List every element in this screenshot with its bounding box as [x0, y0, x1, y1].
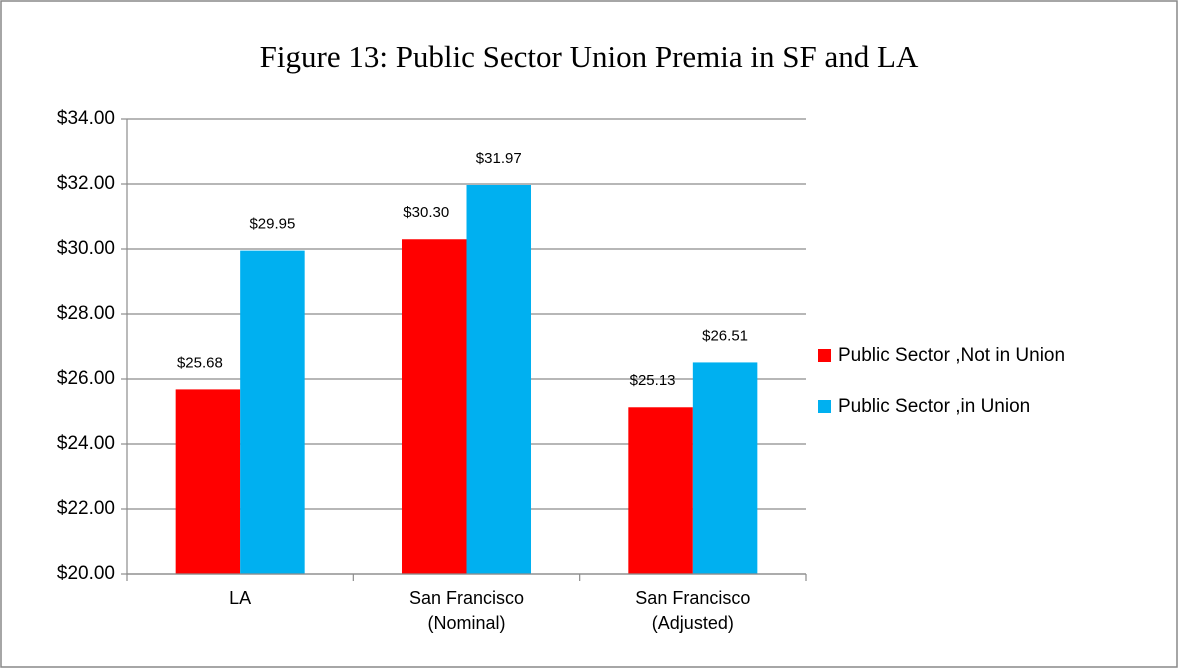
- legend-label: Public Sector ,in Union: [838, 396, 1030, 417]
- chart-title: Figure 13: Public Sector Union Premia in…: [260, 39, 919, 74]
- x-tick-label: San Francisco (Nominal): [408, 588, 525, 633]
- data-label: $31.97: [476, 150, 522, 167]
- legend-swatch: [818, 349, 831, 362]
- bar: [628, 407, 693, 574]
- y-tick-label: $20.00: [57, 563, 115, 584]
- data-label: $25.68: [177, 354, 223, 371]
- bar: [466, 184, 532, 574]
- data-label: $26.51: [702, 327, 748, 344]
- y-tick-label: $22.00: [57, 498, 115, 519]
- bar: [175, 389, 241, 574]
- y-tick-label: $24.00: [57, 433, 115, 454]
- data-label: $25.13: [630, 372, 676, 389]
- y-tick-label: $28.00: [57, 303, 115, 324]
- x-tick-label: LA: [229, 588, 252, 608]
- bar: [401, 239, 467, 574]
- y-tick-label: $26.00: [57, 368, 115, 389]
- y-tick-label: $32.00: [57, 173, 115, 194]
- x-tick-label: San Francisco (Adjusted): [635, 588, 751, 633]
- data-label: $30.30: [403, 204, 449, 221]
- y-tick-label: $34.00: [57, 108, 115, 129]
- bar: [240, 250, 305, 574]
- data-label: $29.95: [249, 216, 295, 233]
- y-tick-label: $30.00: [57, 238, 115, 259]
- legend-swatch: [818, 400, 831, 413]
- legend-label: Public Sector ,Not in Union: [838, 345, 1065, 366]
- bar: [692, 362, 758, 574]
